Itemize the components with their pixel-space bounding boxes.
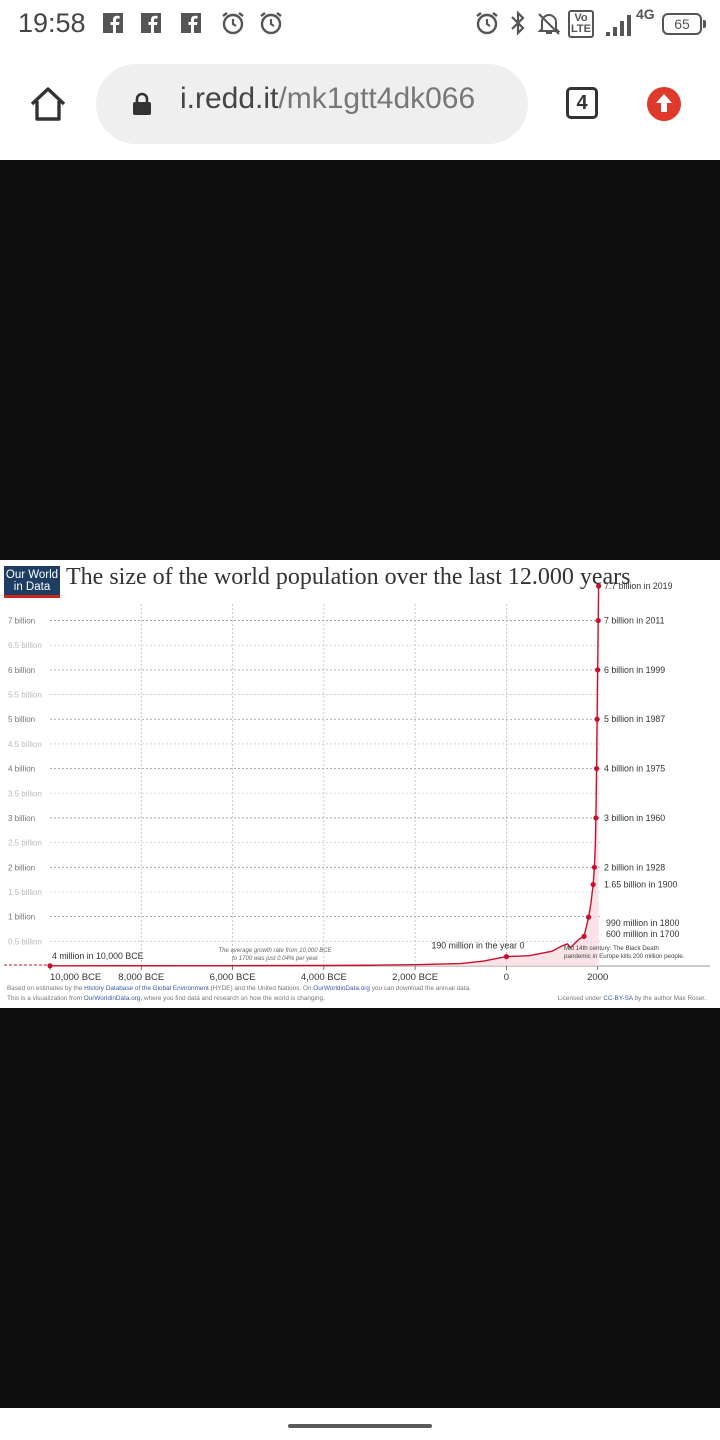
- data-label: 600 million in 1700: [606, 929, 679, 939]
- source-note-2: This is a visualization from OurWorldinD…: [7, 995, 325, 1002]
- y-tick-label: 3.5 billion: [8, 789, 42, 798]
- x-tick-label: 8,000 BCE: [118, 972, 164, 983]
- population-chart: 0.5 billion 1 billion 1.5 billion 2 billion…: [4, 581, 710, 1002]
- data-point: [590, 881, 596, 888]
- data-label: 3 billion in 1960: [604, 813, 665, 823]
- x-tick-label: 6,000 BCE: [210, 972, 256, 983]
- data-label: 7.7 billion in 2019: [604, 581, 673, 591]
- bluetooth-icon: [511, 10, 525, 36]
- logo-line-2: in Data: [13, 581, 51, 593]
- volte-icon: Vo LTE: [568, 10, 594, 38]
- series-area: [50, 586, 599, 966]
- data-point: [595, 667, 601, 673]
- y-tick-label: 5 billion: [8, 715, 35, 724]
- growth-note: The average growth rate from 10,000 BCE: [218, 948, 332, 954]
- data-point: [47, 963, 53, 969]
- x-tick-label: 4,000 BCE: [301, 972, 347, 983]
- y-tick-label: 4 billion: [8, 765, 35, 774]
- status-time: 19:58: [18, 8, 86, 38]
- y-tick-label: 4.5 billion: [8, 740, 42, 749]
- battery-tip: [703, 20, 706, 28]
- data-point: [581, 933, 587, 939]
- plague-note: pandemic in Europe kills 200 million peo…: [564, 953, 685, 960]
- series-line: [49, 585, 600, 967]
- y-tick-label: 0.5 billion: [8, 937, 42, 946]
- source-note-1: Based on estimates by the History Databa…: [7, 985, 471, 992]
- plague-note: Mid 14th century: The Black Death: [564, 945, 659, 952]
- address-bar[interactable]: i.redd.it/mk1gtt4dk066: [96, 64, 528, 144]
- silent-bell-icon: [537, 13, 561, 35]
- license-note: Licensed under CC-BY-SA by the author Ma…: [558, 995, 706, 1002]
- growth-note: to 1700 was just 0.04% per year: [232, 956, 319, 962]
- alarm-icon: [260, 12, 282, 35]
- x-tick-label: 2000: [587, 972, 608, 983]
- owid-logo: Our World in Data: [4, 566, 60, 598]
- y-tick-label: 6 billion: [8, 666, 35, 675]
- data-label: 5 billion in 1987: [604, 714, 665, 724]
- battery-icon: 65: [662, 13, 702, 35]
- status-bar: 19:58 Vo LTE 4G 65: [0, 0, 720, 50]
- 4g-icon: 4G: [636, 6, 655, 22]
- alarm-icon: [222, 12, 244, 35]
- x-tick-label: 10,000 BCE: [50, 972, 101, 983]
- chart-image: Our World in Data The size of the world …: [0, 560, 720, 1008]
- y-tick-label: 6.5 billion: [8, 641, 42, 650]
- y-tick-label: 1.5 billion: [8, 888, 42, 897]
- x-tick-label: 2,000 BCE: [392, 972, 438, 983]
- data-point: [593, 765, 600, 772]
- data-label: 6 billion in 1999: [604, 665, 665, 675]
- browser-toolbar: i.redd.it/mk1gtt4dk066 4: [0, 50, 720, 160]
- y-tick-label: 5.5 billion: [8, 691, 42, 700]
- data-point: [595, 583, 602, 589]
- data-label: 4 billion in 1975: [604, 764, 665, 774]
- upload-icon[interactable]: [646, 86, 682, 122]
- chart-title: The size of the world population over th…: [66, 564, 631, 590]
- navigation-bar: [0, 1408, 720, 1440]
- data-label: 990 million in 1800: [606, 918, 679, 928]
- tab-switcher-button[interactable]: 4: [566, 87, 598, 119]
- y-tick-label: 1 billion: [8, 913, 35, 922]
- data-label: 2 billion in 1928: [604, 862, 665, 872]
- y-tick-label: 2.5 billion: [8, 839, 42, 848]
- url-path: /mk1gtt4dk066: [278, 82, 476, 115]
- data-label: 4 million in 10,000 BCE: [52, 951, 144, 961]
- data-label: 190 million in the year 0: [432, 941, 525, 951]
- data-label: 1.65 billion in 1900: [604, 880, 677, 890]
- data-point: [591, 864, 598, 870]
- y-tick-label: 7 billion: [8, 617, 35, 626]
- data-point: [594, 716, 600, 722]
- facebook-icon: [141, 13, 161, 34]
- facebook-icon: [181, 13, 201, 34]
- data-label: 7 billion in 2011: [604, 616, 665, 626]
- gesture-handle[interactable]: [288, 1424, 432, 1428]
- data-point: [593, 815, 599, 821]
- x-tick-label: 0: [504, 972, 509, 983]
- home-icon[interactable]: [28, 84, 68, 124]
- battery-level: 65: [674, 16, 690, 32]
- logo-line-1: Our World: [5, 569, 59, 581]
- facebook-icon: [103, 13, 123, 34]
- signal-icon: [606, 15, 631, 36]
- y-tick-label: 3 billion: [8, 814, 35, 823]
- y-tick-label: 2 billion: [8, 863, 35, 872]
- lock-icon: [133, 92, 151, 115]
- data-point: [503, 954, 510, 960]
- url-host: i.redd.it: [180, 82, 279, 115]
- data-point: [585, 914, 592, 920]
- alarm-icon: [476, 12, 498, 35]
- url-text[interactable]: i.redd.it/mk1gtt4dk066: [180, 82, 475, 116]
- data-point: [595, 617, 601, 624]
